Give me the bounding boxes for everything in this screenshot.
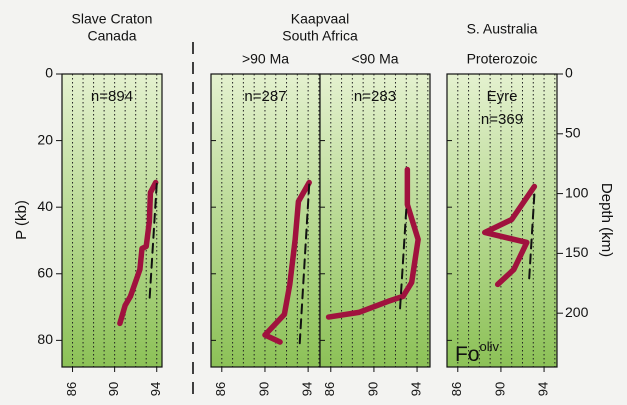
panel-title: S. Australia <box>467 21 538 37</box>
x-tick-label: 90 <box>256 382 271 396</box>
chart: 86 90 94 0 20 40 60 80 P (kb) Slave CratonCanada n… <box>0 0 627 405</box>
x-tick-label: 86 <box>213 382 228 396</box>
panel-subtitle: <90 Ma <box>351 51 398 67</box>
x-tick-label: 94 <box>148 382 163 396</box>
group-subtitle: South Africa <box>282 28 358 44</box>
y2-tick-label: 100 <box>565 184 589 200</box>
x-tick-label: 94 <box>408 382 423 396</box>
x-tick-label: 90 <box>365 382 380 396</box>
x-tick-label: 86 <box>322 382 337 396</box>
panel <box>211 74 320 367</box>
y-tick-label: 0 <box>45 65 53 81</box>
symbol-base: Fo <box>455 343 480 366</box>
annotation: n=287 <box>244 88 286 105</box>
annotation: n=283 <box>354 88 396 105</box>
symbol-sup: oliv <box>480 339 500 354</box>
y2-tick-label: 0 <box>565 65 573 81</box>
y2-tick-label: 50 <box>565 124 581 140</box>
x-tick-label: 94 <box>535 382 550 396</box>
panel-subtitle: Proterozoic <box>467 51 538 67</box>
y-tick-label: 60 <box>37 264 53 280</box>
y2-tick-label: 150 <box>565 244 589 260</box>
y2-axis-label: Depth (km) <box>598 183 615 257</box>
panel-title: Slave Craton <box>72 11 153 27</box>
y-tick-label: 20 <box>37 131 53 147</box>
annotation: n=894 <box>91 88 133 105</box>
x-tick-label: 86 <box>449 382 464 396</box>
y-tick-label: 80 <box>37 331 53 347</box>
y-tick-label: 40 <box>37 198 53 214</box>
x-tick-label: 90 <box>106 382 121 396</box>
y2-tick-label: 200 <box>565 304 589 320</box>
annotation: Eyre <box>487 88 518 105</box>
x-tick-label: 90 <box>492 382 507 396</box>
panel-subtitle: >90 Ma <box>242 51 289 67</box>
x-tick-label: 94 <box>300 382 315 396</box>
group-title: Kaapvaal <box>291 11 349 27</box>
y-axis-label: P (kb) <box>13 200 30 240</box>
annotation: n=369 <box>481 111 523 128</box>
page: 86 90 94 0 20 40 60 80 P (kb) Slave CratonCanada n… <box>0 0 627 405</box>
panel-subtitle: Canada <box>87 28 136 44</box>
x-tick-label: 86 <box>64 382 79 396</box>
